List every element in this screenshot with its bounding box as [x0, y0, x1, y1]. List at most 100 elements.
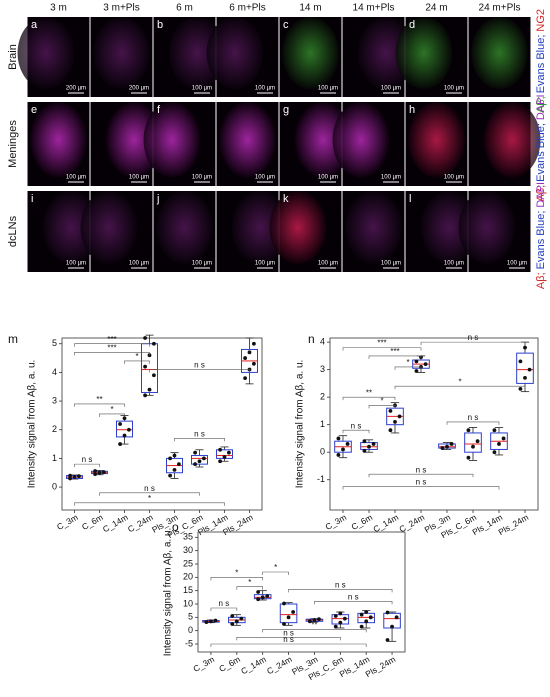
scale-label: 100 µm	[381, 86, 401, 92]
channel-name: DAPI	[535, 182, 547, 208]
micrograph-signal	[206, 17, 264, 89]
data-point	[118, 442, 122, 446]
data-point	[364, 610, 369, 614]
channel-label: Aβ; Evans Blue; DAPI	[535, 182, 547, 289]
panel-letter: b	[157, 19, 163, 31]
y-tick-label: 1	[52, 453, 57, 463]
scale-label: 100 µm	[192, 175, 212, 181]
data-point	[93, 469, 97, 473]
data-point	[414, 369, 419, 373]
data-point	[193, 462, 198, 467]
data-point	[202, 456, 206, 461]
significance-label: n s	[194, 429, 205, 438]
scale-label: 100 µm	[255, 175, 275, 181]
data-point	[518, 359, 523, 364]
data-point	[466, 428, 471, 433]
scale-label: 100 µm	[444, 261, 464, 267]
scale-label: 100 µm	[444, 86, 464, 92]
scale-label: 100 µm	[66, 175, 86, 181]
x-tick-label: C_14m	[239, 654, 268, 676]
scale-label: 100 µm	[381, 261, 401, 267]
data-point	[445, 444, 449, 449]
data-point	[102, 470, 106, 475]
data-point	[364, 619, 369, 624]
significance-bracket	[149, 369, 250, 373]
y-tick-label: 2	[320, 392, 325, 402]
data-point	[97, 470, 102, 475]
micrograph-signal	[80, 191, 138, 264]
significance-label: *	[148, 494, 151, 503]
data-point	[440, 446, 445, 450]
data-point	[342, 616, 347, 621]
significance-bracket	[342, 486, 500, 490]
data-point	[367, 444, 371, 449]
y-tick-label: 3	[52, 395, 57, 405]
box	[279, 603, 298, 624]
micrograph-signal	[471, 17, 528, 89]
data-point	[368, 615, 373, 620]
data-point	[256, 597, 261, 602]
data-point	[265, 594, 270, 598]
significance-bracket	[174, 438, 225, 442]
channel-name: Aβ;	[535, 185, 547, 202]
channel-name: Evans Blue;	[535, 211, 547, 270]
significance-bracket	[262, 571, 289, 575]
y-axis-label: Intensity signal from Aβ, a. u.	[27, 360, 38, 489]
scale-label: 100 µm	[318, 175, 338, 181]
data-point	[475, 439, 480, 444]
x-tick-label: C_24m	[265, 654, 294, 676]
significance-label: n s	[351, 421, 362, 430]
data-point	[523, 345, 527, 350]
significance-label: ***	[390, 347, 399, 356]
row-label: Brain	[7, 44, 19, 70]
data-point	[152, 373, 156, 378]
y-tick-label: 20	[183, 572, 193, 582]
data-point	[333, 624, 338, 629]
data-point	[252, 341, 256, 346]
channel-name: Evans Blue;	[535, 35, 547, 94]
micrograph-signal	[345, 191, 402, 264]
micrograph-signal	[395, 17, 453, 89]
panel-letter: a	[31, 19, 38, 31]
y-tick-label: 0	[52, 481, 57, 491]
significance-label: *	[274, 563, 277, 572]
plot-frame	[61, 337, 263, 511]
micrograph-signal	[30, 102, 87, 178]
data-point	[218, 447, 223, 452]
significance-bracket	[210, 643, 367, 647]
panel-letter: m	[8, 332, 18, 346]
scale-label: 100 µm	[129, 261, 149, 267]
data-point	[423, 362, 428, 367]
column-label: 14 m	[299, 3, 321, 14]
significance-label: ***	[377, 339, 386, 348]
data-point	[172, 467, 177, 472]
y-tick-label: 15	[183, 585, 193, 595]
data-point	[341, 447, 345, 452]
significance-label: n s	[468, 333, 479, 342]
significance-label: **	[311, 620, 317, 629]
y-axis-label: Intensity signal from Aβ, a. u.	[295, 360, 306, 489]
y-tick-label: 5	[188, 612, 193, 622]
column-label: 24 m	[425, 3, 447, 14]
significance-label: n s	[194, 361, 205, 370]
data-point	[497, 442, 501, 446]
x-tick-label: C_3m	[323, 512, 348, 532]
data-point	[168, 456, 173, 461]
significance-bracket	[394, 385, 526, 390]
data-point	[371, 442, 376, 446]
data-point	[393, 420, 397, 424]
panel-letter: h	[409, 104, 415, 116]
data-point	[118, 422, 122, 426]
significance-label: *	[458, 377, 461, 386]
channel-name: Evans Blue;	[535, 123, 547, 182]
significance-label: n s	[468, 413, 479, 422]
significance-label: n s	[82, 455, 93, 464]
plot-frame	[197, 531, 406, 653]
micrograph-signal	[93, 17, 150, 89]
scale-label: 200 µm	[129, 86, 149, 92]
data-point	[252, 361, 256, 366]
significance-bracket	[99, 492, 200, 496]
y-tick-label: 1	[320, 419, 325, 429]
significance-bracket	[74, 343, 150, 347]
data-point	[247, 350, 252, 355]
